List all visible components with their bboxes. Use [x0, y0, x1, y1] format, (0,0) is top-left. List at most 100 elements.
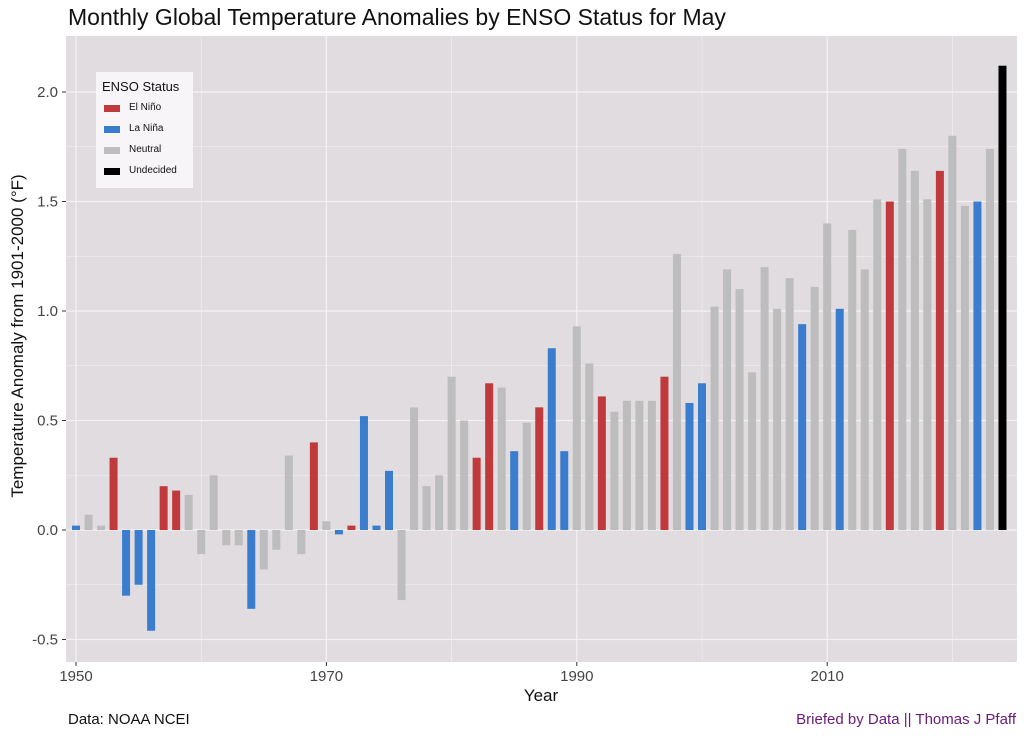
legend-swatch-undecided: [104, 168, 120, 175]
bar-2003-neutral: [735, 289, 744, 530]
bar-1971-la-nina: [334, 530, 343, 535]
legend-item-la-nina: La Niña: [104, 123, 192, 137]
bar-2001-neutral: [710, 306, 719, 530]
bar-1998-neutral: [672, 254, 681, 530]
bar-2022-la-nina: [973, 201, 982, 530]
bar-1977-neutral: [410, 407, 419, 530]
bar-1958-el-nino: [172, 490, 181, 530]
bar-2008-la-nina: [798, 324, 807, 530]
bar-1966-neutral: [272, 530, 281, 550]
bar-1989-la-nina: [560, 451, 569, 530]
bar-1985-la-nina: [510, 451, 519, 530]
bar-2012-neutral: [848, 229, 857, 530]
bar-2013-neutral: [860, 269, 869, 530]
bar-2015-el-nino: [885, 201, 894, 530]
bar-1970-neutral: [322, 521, 331, 530]
bar-2014-neutral: [873, 199, 882, 530]
y-tick-label: 0.5: [37, 413, 58, 430]
bar-1950-la-nina: [72, 525, 80, 530]
legend-title: ENSO Status: [102, 79, 180, 94]
legend-item-undecided: Undecided: [104, 165, 192, 179]
bar-2017-neutral: [910, 170, 919, 530]
bar-1972-el-nino: [347, 525, 356, 530]
bar-1995-neutral: [635, 400, 644, 530]
bar-2016-neutral: [898, 148, 907, 530]
bar-1951-neutral: [84, 514, 93, 530]
bar-1997-el-nino: [660, 376, 669, 530]
bar-2004-neutral: [748, 372, 757, 530]
bar-2000-la-nina: [698, 383, 706, 530]
legend-swatch-el-nino: [104, 105, 120, 112]
bar-2006-neutral: [773, 308, 782, 530]
bar-1957-el-nino: [159, 486, 168, 530]
bar-2020-neutral: [948, 135, 957, 531]
x-axis-title: Year: [523, 686, 559, 705]
bar-1954-la-nina: [122, 530, 131, 596]
bar-1996-neutral: [647, 400, 656, 530]
bar-1992-el-nino: [597, 396, 606, 530]
chart-title: Monthly Global Temperature Anomalies by …: [68, 4, 726, 30]
bar-1975-la-nina: [385, 470, 393, 530]
bar-1994-neutral: [622, 400, 631, 530]
bar-1987-el-nino: [535, 407, 544, 530]
bar-1980-neutral: [447, 376, 456, 530]
bar-2005-neutral: [760, 267, 769, 530]
bar-1993-neutral: [610, 411, 619, 530]
bar-1964-la-nina: [247, 530, 256, 609]
bar-2010-neutral: [823, 223, 832, 530]
bar-1990-neutral: [572, 326, 581, 530]
bar-1955-la-nina: [134, 530, 143, 585]
bar-1953-el-nino: [109, 457, 118, 530]
bar-1961-neutral: [209, 475, 218, 530]
bar-1973-la-nina: [359, 416, 368, 530]
legend-label-la-nina: La Niña: [129, 123, 164, 134]
bar-1952-neutral: [97, 525, 106, 530]
bar-1991-neutral: [585, 363, 594, 530]
bar-1959-neutral: [184, 494, 193, 530]
x-tick-label: 1990: [560, 668, 593, 685]
legend-item-neutral: Neutral: [104, 144, 192, 158]
x-axis-ticks: 1950 1970 1990 2010: [59, 662, 844, 685]
bar-1960-neutral: [197, 530, 206, 555]
legend-swatch-neutral: [104, 147, 120, 154]
y-tick-label: 0.0: [37, 522, 58, 539]
bar-1988-la-nina: [547, 348, 556, 530]
bar-1963-neutral: [234, 530, 243, 546]
data-source-caption: Data: NOAA NCEI: [68, 711, 190, 728]
bar-2002-neutral: [723, 269, 732, 530]
bar-2011-la-nina: [835, 308, 844, 530]
legend: ENSO Status El Niño La Niña Neutral Unde…: [96, 72, 193, 188]
bar-1974-la-nina: [372, 525, 381, 530]
bar-1967-neutral: [284, 455, 293, 530]
bar-2009-neutral: [810, 286, 819, 530]
x-tick-label: 1970: [310, 668, 343, 685]
bar-2024-undecided: [998, 65, 1007, 530]
legend-label-undecided: Undecided: [129, 165, 177, 176]
bar-1983-el-nino: [485, 383, 494, 530]
bar-1965-neutral: [259, 530, 268, 570]
bar-1984-neutral: [497, 387, 506, 530]
bar-2018-neutral: [923, 199, 932, 530]
bar-1968-neutral: [297, 530, 306, 555]
bar-1979-neutral: [435, 475, 444, 530]
y-tick-label: 2.0: [37, 84, 58, 101]
x-tick-label: 1950: [59, 668, 92, 685]
bar-2021-neutral: [960, 205, 969, 530]
bars: [72, 65, 1007, 631]
legend-item-el-nino: El Niño: [104, 102, 192, 116]
bar-1986-neutral: [522, 422, 531, 530]
legend-swatch-la-nina: [104, 126, 120, 133]
x-tick-label: 2010: [811, 668, 844, 685]
credit-caption: Briefed by Data || Thomas J Pfaff: [796, 711, 1016, 728]
y-axis-ticks: -0.5 0.0 0.5 1.0 1.5 2.0: [32, 84, 66, 649]
bar-1969-el-nino: [309, 442, 318, 530]
bar-2007-neutral: [785, 278, 794, 530]
legend-label-neutral: Neutral: [129, 144, 162, 155]
minor-gridlines: [66, 36, 1017, 662]
bar-1962-neutral: [222, 530, 231, 546]
plot-panel: [66, 36, 1017, 662]
bar-1981-neutral: [460, 420, 469, 530]
bar-1976-neutral: [397, 530, 406, 601]
bar-1982-el-nino: [472, 457, 481, 530]
